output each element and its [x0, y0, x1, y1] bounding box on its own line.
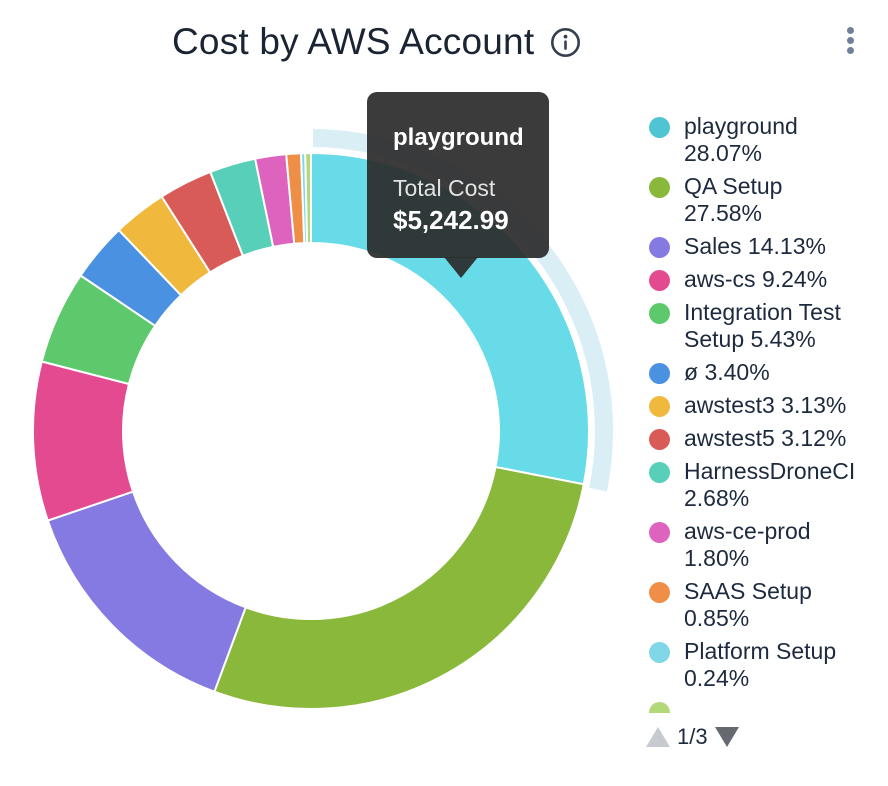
legend-item-playground[interactable]: playground 28.07% [649, 113, 881, 167]
legend-dot-icon [649, 582, 670, 603]
kebab-menu-icon[interactable] [845, 25, 856, 56]
legend-item-aws-cs[interactable]: aws-cs 9.24% [649, 266, 881, 293]
donut-chart [31, 129, 614, 710]
page-up-icon[interactable] [646, 727, 670, 747]
legend-item-label: Integration Test Setup 5.43% [684, 299, 841, 352]
chart-legend: playground 28.07% QA Setup 27.58% Sales 14.1… [649, 113, 881, 713]
legend-item-integration-test-setup[interactable]: Integration Test Setup 5.43% [649, 299, 881, 353]
page-title: Cost by AWS Account [172, 21, 535, 62]
legend-item-label: HarnessDroneCI 2.68% [684, 458, 856, 511]
legend-item-label: playground 28.07% [684, 113, 798, 166]
widget-header: Cost by AWS Account [172, 20, 581, 64]
legend-item-awstest3[interactable]: awstest3 3.13% [649, 392, 881, 419]
chart-tooltip: playground Total Cost $5,242.99 [367, 92, 549, 278]
donut-slice-aws-cs[interactable] [31, 360, 135, 522]
page-indicator: 1/3 [677, 724, 708, 749]
legend-item-label: Platform Setup 0.24% [684, 638, 837, 691]
legend-dot-icon [649, 177, 670, 198]
legend-dot-icon [649, 303, 670, 324]
tooltip-series-name: playground [393, 124, 524, 151]
legend-item-label: SAAS Setup 0.85% [684, 578, 812, 631]
donut-slice-other[interactable] [304, 151, 312, 245]
legend-dot-icon [649, 117, 670, 138]
legend-item-other[interactable] [649, 698, 881, 713]
legend-dot-icon [649, 429, 670, 450]
legend-item-saas-setup[interactable]: SAAS Setup 0.85% [649, 578, 881, 632]
legend-dot-icon [649, 702, 670, 713]
page-down-icon[interactable] [714, 727, 739, 747]
donut-slice-sales[interactable] [46, 490, 247, 693]
legend-dot-icon [649, 462, 670, 483]
legend-dot-icon [649, 642, 670, 663]
legend-dot-icon [649, 363, 670, 384]
info-icon[interactable] [550, 27, 581, 58]
legend-item-awstest5[interactable]: awstest5 3.12% [649, 425, 881, 452]
legend-item-label: aws-ce-prod 1.80% [684, 518, 811, 571]
legend-pagination: 1/3 [646, 724, 739, 750]
legend-item-qa-setup[interactable]: QA Setup 27.58% [649, 173, 881, 227]
legend-item-platform-setup[interactable]: Platform Setup 0.24% [649, 638, 881, 692]
legend-item-label: aws-cs 9.24% [684, 266, 828, 292]
legend-item-aws-ce-prod[interactable]: aws-ce-prod 1.80% [649, 518, 881, 572]
legend-dot-icon [649, 237, 670, 258]
legend-item-label: Sales 14.13% [684, 233, 826, 259]
legend-dot-icon [649, 270, 670, 291]
legend-dot-icon [649, 522, 670, 543]
tooltip-metric-label: Total Cost [393, 175, 496, 201]
tooltip-pointer [444, 257, 478, 278]
legend-item-sales[interactable]: Sales 14.13% [649, 233, 881, 260]
tooltip-metric-value: $5,242.99 [393, 205, 509, 235]
donut-slice-qa-setup[interactable] [213, 465, 585, 710]
legend-item-label: awstest3 3.13% [684, 392, 847, 418]
legend-item--[interactable]: ø 3.40% [649, 359, 881, 386]
legend-item-label: QA Setup 27.58% [684, 173, 783, 226]
legend-item-label: ø 3.40% [684, 359, 770, 385]
legend-item-harnessdroneci[interactable]: HarnessDroneCI 2.68% [649, 458, 881, 512]
legend-item-label: awstest5 3.12% [684, 425, 847, 451]
legend-dot-icon [649, 396, 670, 417]
